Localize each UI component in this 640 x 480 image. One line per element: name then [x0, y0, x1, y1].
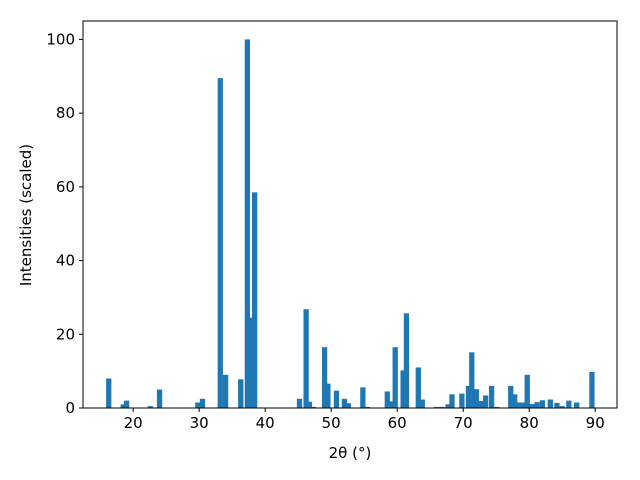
bar	[488, 385, 495, 408]
x-tick-label: 90	[586, 414, 605, 432]
bar	[325, 383, 331, 408]
y-tick-label: 80	[56, 104, 75, 122]
bar	[534, 402, 540, 408]
y-tick-label: 20	[56, 325, 75, 343]
bar	[415, 367, 421, 408]
bar	[195, 402, 201, 408]
bar	[147, 406, 153, 408]
bar	[400, 370, 406, 408]
plot-frame	[82, 20, 618, 409]
bar	[524, 374, 530, 408]
bar	[248, 317, 254, 408]
bar	[574, 402, 580, 408]
y-tick-label: 40	[56, 252, 75, 270]
bar	[459, 393, 465, 408]
bar	[469, 352, 475, 408]
bar	[222, 374, 229, 408]
bar	[251, 192, 258, 408]
x-tick-label: 20	[124, 414, 143, 432]
bar	[106, 378, 112, 408]
bar	[310, 406, 317, 408]
bar	[392, 347, 398, 408]
bar	[539, 400, 546, 408]
x-tick-label: 40	[256, 414, 275, 432]
bar	[238, 379, 244, 408]
x-tick-label: 60	[388, 414, 407, 432]
bar	[244, 39, 250, 409]
bar	[384, 391, 390, 408]
bar	[341, 398, 348, 408]
bar	[439, 406, 445, 408]
bar	[445, 404, 451, 408]
bar	[403, 313, 410, 408]
bar	[364, 406, 371, 408]
bar	[554, 402, 560, 408]
y-tick-label: 100	[46, 30, 75, 48]
x-tick-label: 80	[520, 414, 539, 432]
bar	[508, 385, 514, 408]
bar	[333, 390, 340, 408]
x-tick-label: 70	[454, 414, 473, 432]
bar	[479, 400, 485, 408]
bar	[529, 403, 535, 408]
bar	[434, 406, 440, 408]
y-tick-label: 60	[56, 178, 75, 196]
bar	[345, 403, 351, 408]
bar	[547, 399, 553, 408]
bar	[559, 406, 565, 408]
bar	[120, 404, 126, 408]
bar	[303, 309, 309, 408]
y-tick-label: 0	[65, 399, 75, 417]
bar	[296, 398, 303, 408]
bar	[321, 347, 328, 408]
bar	[494, 406, 500, 408]
bar	[465, 385, 472, 408]
bar	[516, 402, 522, 408]
bar	[449, 394, 455, 408]
bar	[217, 78, 223, 408]
bar	[512, 394, 518, 408]
x-tick-label: 30	[190, 414, 209, 432]
bar	[519, 402, 526, 408]
bar	[566, 400, 572, 408]
x-tick-label: 50	[322, 414, 341, 432]
bar	[387, 401, 394, 408]
bar	[473, 389, 480, 408]
bar	[360, 387, 366, 408]
bar	[123, 400, 130, 408]
bar	[306, 401, 313, 408]
bar	[589, 371, 595, 408]
bar	[156, 389, 163, 408]
y-axis-label: Intensities (scaled)	[17, 144, 35, 286]
bar	[483, 395, 489, 408]
bar	[419, 399, 425, 408]
bar	[199, 398, 206, 408]
x-axis-label: 2θ (°)	[329, 444, 372, 462]
